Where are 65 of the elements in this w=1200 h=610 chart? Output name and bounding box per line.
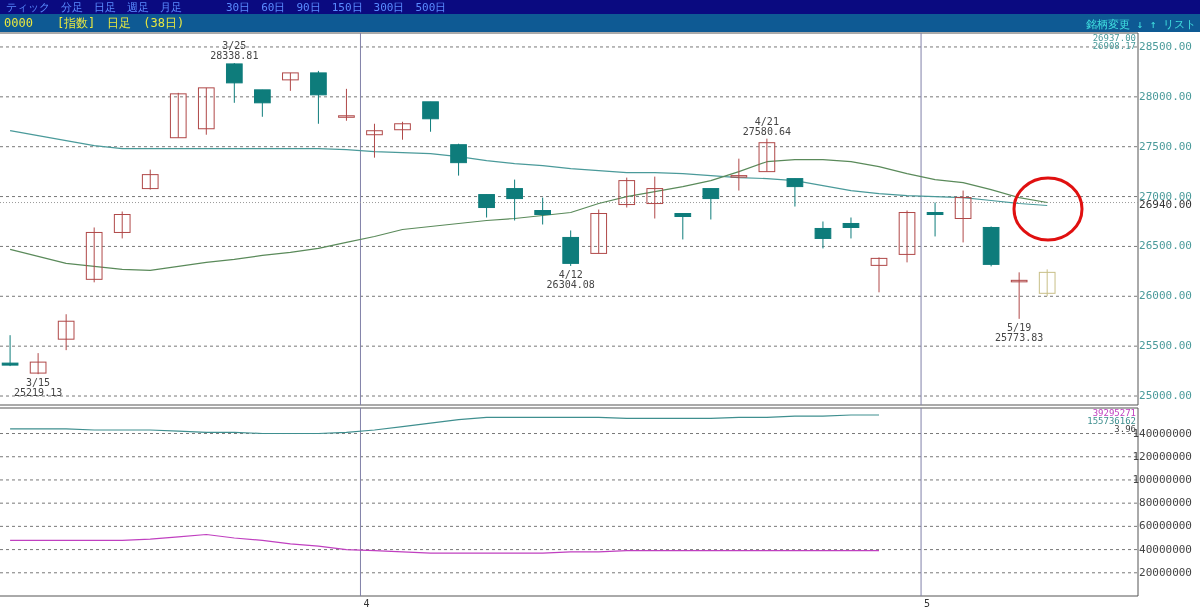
y-tick-label: 60000000 [1139, 519, 1192, 533]
candlestick [169, 92, 187, 139]
candlestick [57, 313, 75, 351]
candlestick [338, 88, 355, 122]
y-tick-label: 120000000 [1132, 449, 1192, 463]
candlestick [898, 210, 916, 263]
line-series [9, 159, 1048, 271]
chart-title: 0000 [指数] 日足 (38日) [4, 16, 185, 30]
candlestick [422, 101, 439, 133]
candlestick [254, 89, 271, 118]
line-series [9, 414, 880, 435]
candlestick [590, 209, 608, 254]
y-tick-label: 80000000 [1139, 496, 1192, 510]
text: 39295271 [1092, 408, 1136, 418]
y-tick-label: 28500.00 [1139, 39, 1192, 53]
candlestick [29, 352, 47, 375]
y-tick-label: 25000.00 [1139, 389, 1192, 403]
candlestick [450, 143, 467, 177]
candlestick [310, 70, 327, 125]
y-tick-label: 20000000 [1139, 565, 1192, 579]
candlestick [1010, 271, 1028, 320]
candlestick [534, 197, 551, 225]
candlestick [814, 220, 832, 249]
text: 3.96 [1114, 424, 1136, 434]
y-tick-label: 28000.00 [1139, 89, 1192, 103]
y-tick-label: 27500.00 [1139, 139, 1192, 153]
candlestick [225, 62, 243, 104]
candlestick [1, 334, 19, 367]
candlestick [730, 158, 748, 192]
y-tick-label: 40000000 [1139, 542, 1192, 556]
candlestick [786, 178, 804, 208]
candlestick [646, 176, 664, 219]
annotation: 4/12 26304.08 [546, 268, 595, 290]
candlestick [758, 138, 776, 173]
line-series [9, 533, 880, 554]
candlestick [954, 190, 972, 243]
x-tick-label: 4 [363, 598, 370, 609]
text: 銘柄変更 ↓ ↑ リスト [1085, 18, 1196, 31]
annotation: 3/15 25219.13 [14, 377, 63, 399]
candlestick [141, 169, 159, 191]
y-tick-label: 100000000 [1132, 472, 1192, 486]
candlestick [702, 188, 720, 220]
chart-subtitle: ティック 分足 日足 週足 月足 30日 60日 90日 150日 300日 500日 [6, 1, 447, 14]
text: 26908.17 [1092, 41, 1136, 51]
annotation: 3/25 28338.81 [210, 40, 259, 62]
candlestick [113, 211, 131, 239]
candlestick [674, 213, 692, 240]
candlestick [478, 194, 495, 218]
annotation: 4/21 27580.64 [742, 115, 791, 137]
candlestick [85, 226, 103, 283]
candlestick [1038, 268, 1056, 297]
y-tick-label: 26000.00 [1139, 289, 1192, 303]
annotation: 5/19 25773.83 [995, 321, 1044, 343]
candlestick [926, 202, 944, 237]
y-tick-label: 25500.00 [1139, 339, 1192, 353]
candlestick [197, 87, 215, 136]
text: 26937.00 [1092, 33, 1136, 43]
candlestick [366, 123, 383, 159]
candlestick [506, 179, 523, 221]
candlestick [870, 256, 888, 293]
candlestick [618, 177, 636, 209]
y-tick-label: 26500.00 [1139, 239, 1192, 253]
candlestick [842, 217, 860, 239]
text: 155736162 [1087, 416, 1136, 426]
x-tick-label: 5 [924, 598, 931, 609]
